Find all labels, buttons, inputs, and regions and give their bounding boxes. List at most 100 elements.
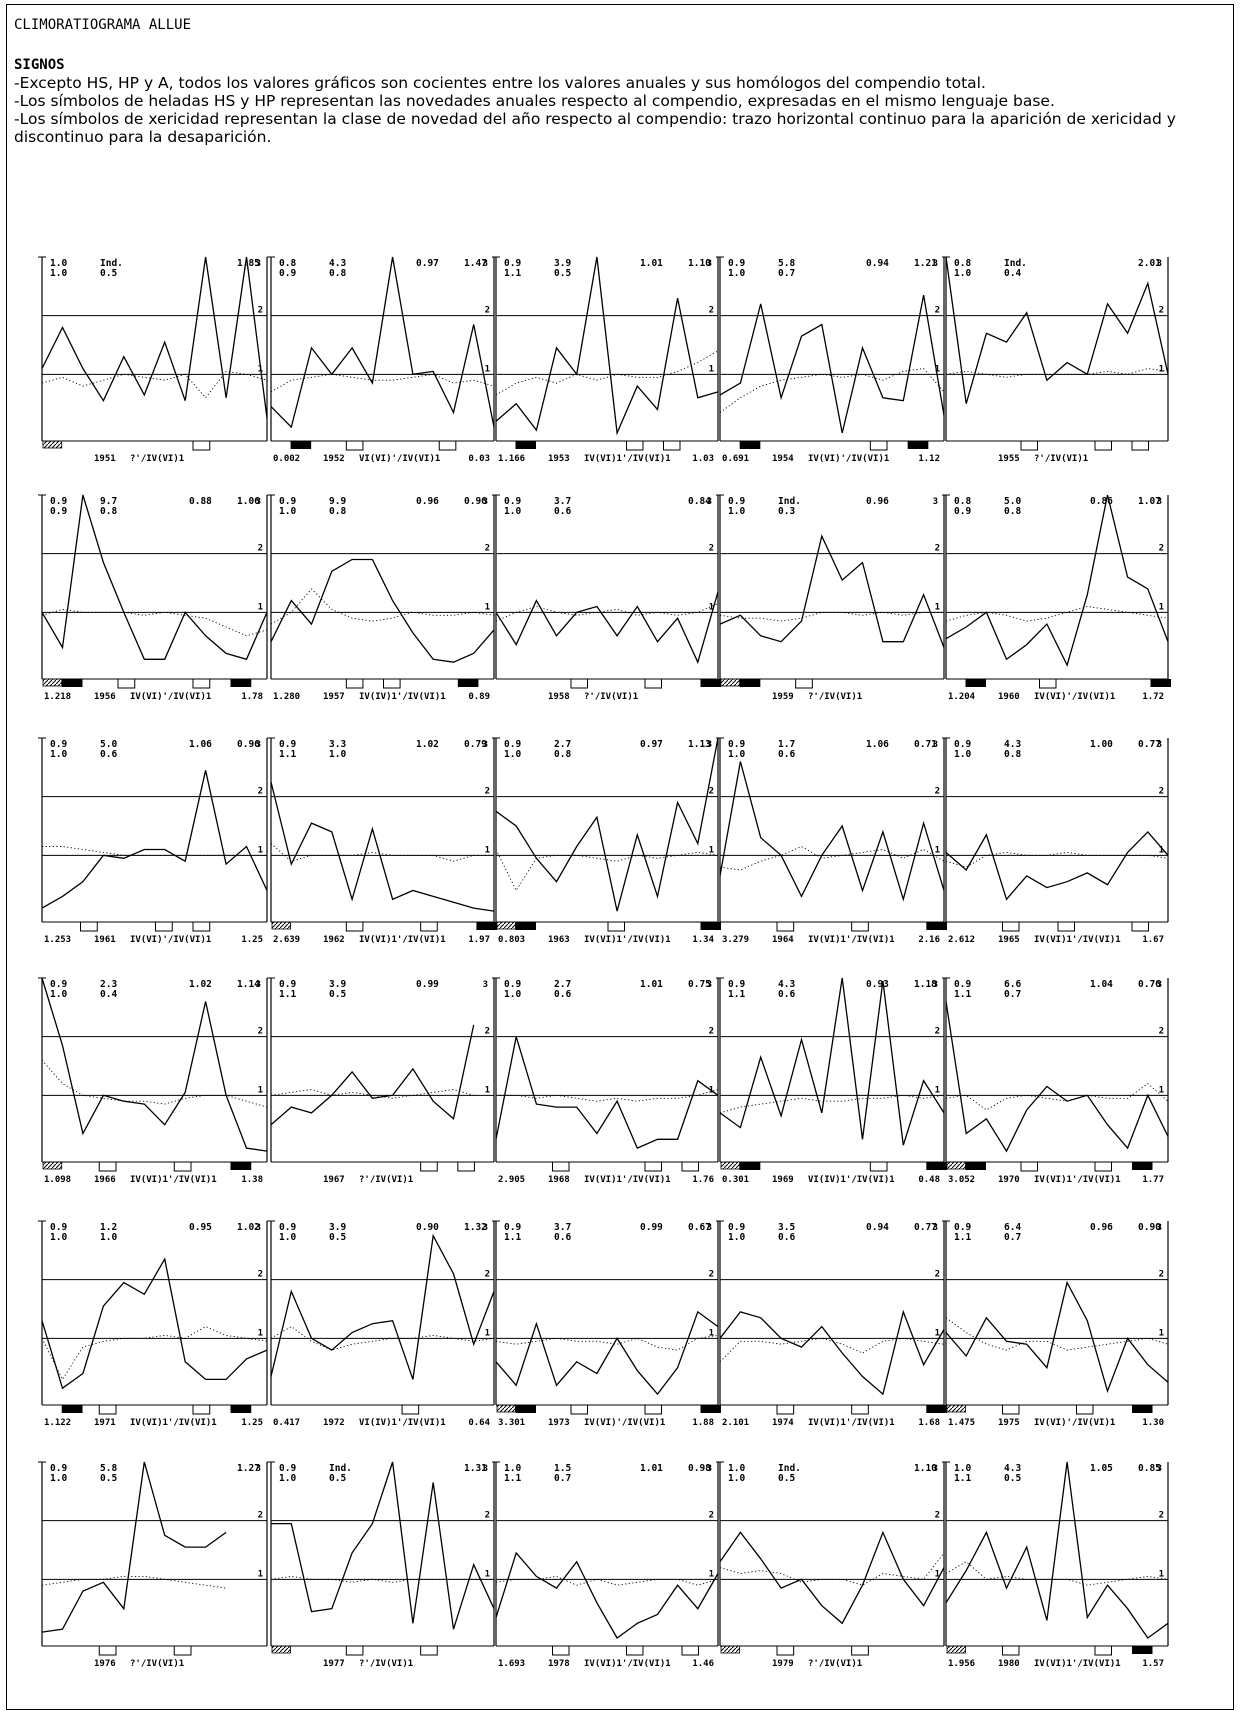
axis-label-2: 2 xyxy=(935,787,940,797)
xericity-open-symbol xyxy=(644,678,662,689)
caption-year: 1972 xyxy=(323,1418,345,1428)
header-value: 1.1 xyxy=(954,1473,971,1484)
header-value: 0.94 xyxy=(866,1222,889,1233)
xericity-open-symbol xyxy=(1020,440,1038,451)
header-value: 0.90 xyxy=(1138,1222,1161,1233)
frost-solid-symbol xyxy=(965,679,986,687)
xericity-open-symbol xyxy=(155,921,173,932)
caption-year: 1965 xyxy=(998,935,1020,945)
caption-left-value: 1.204 xyxy=(948,692,976,702)
header-value: 0.6 xyxy=(554,506,571,517)
axis-label-1: 1 xyxy=(709,1569,714,1579)
caption-code: IV(VI)1'/IV(VI)1 xyxy=(584,1659,671,1669)
reference-series-line xyxy=(719,368,945,413)
header-value: 0.6 xyxy=(778,749,795,760)
xericity-open-symbol xyxy=(681,1161,699,1172)
header-value: 1.0 xyxy=(504,1463,521,1474)
caption-left-value: 1.122 xyxy=(44,1418,71,1428)
header-value: 0.8 xyxy=(1004,506,1021,517)
reference-series-line xyxy=(270,843,494,862)
header-value: 0.88 xyxy=(189,496,212,507)
ratio-series-line xyxy=(945,494,1169,667)
caption-left-value: 3.052 xyxy=(948,1175,975,1185)
header-value: 6.4 xyxy=(1004,1222,1021,1233)
caption-code: IV(VI)1'/IV(VI)1 xyxy=(1034,935,1121,945)
xericity-open-symbol xyxy=(420,1645,438,1656)
axis-label-2: 2 xyxy=(258,306,263,316)
frost-solid-symbol xyxy=(290,441,312,449)
panel-1958: 1 2 3 0.91.0 3.70.6 0.84 1958 ?'/IV(VI)1 xyxy=(492,494,721,702)
caption-right-value: 0.03 xyxy=(468,454,490,464)
caption-code: ?'/IV(VI)1 xyxy=(1034,454,1088,464)
header-value: 0.99 xyxy=(640,1222,663,1233)
ratio-series-line xyxy=(495,1036,719,1149)
header-value: 0.5 xyxy=(100,1473,117,1484)
ratio-series-line xyxy=(945,1280,1169,1394)
caption-code: ?'/IV(VI)1 xyxy=(130,1659,184,1669)
caption-year: 1968 xyxy=(548,1175,570,1185)
axis-label-1: 1 xyxy=(485,845,490,855)
axis-label-2: 2 xyxy=(485,1027,490,1037)
xericity-open-symbol xyxy=(776,1645,795,1656)
reference-series-line xyxy=(41,608,268,637)
header-value: 1.1 xyxy=(728,989,745,1000)
xericity-open-symbol xyxy=(851,1404,869,1415)
header-value: 0.8 xyxy=(329,506,346,517)
xericity-open-symbol xyxy=(644,1404,662,1415)
ratio-series-line xyxy=(719,1530,945,1625)
frost-solid-symbol xyxy=(515,1405,536,1413)
header-value: 0.76 xyxy=(1138,979,1161,990)
caption-code: IV(VI)'/IV(VI)1 xyxy=(1034,692,1115,702)
header-value: 0.9 xyxy=(279,268,296,279)
caption-year: 1957 xyxy=(323,692,345,702)
xericity-open-symbol xyxy=(438,440,457,451)
panel-1969: 1 2 3 0.91.1 4.30.6 0.93 1.18 0.301 1969 VI(IV)1'… xyxy=(716,977,947,1185)
ratio-series-line xyxy=(719,534,945,648)
caption-code: IV(VI)'/IV(VI)1 xyxy=(808,454,889,464)
header-value: 0.8 xyxy=(954,496,971,507)
header-value: 1.10 xyxy=(914,1463,937,1474)
frost-solid-symbol xyxy=(739,679,761,687)
axis-label-3: 3 xyxy=(483,980,488,990)
caption-year: 1960 xyxy=(998,692,1020,702)
caption-left-value: 3.279 xyxy=(722,935,749,945)
header-value: 0.9 xyxy=(50,496,67,507)
header-value: 1.02 xyxy=(189,979,212,990)
header-value: 1.1 xyxy=(504,1232,521,1243)
caption-left-value: 0.002 xyxy=(273,454,300,464)
panel-1976: 1 2 3 0.91.0 5.80.5 1.27 1976 ?'/IV(VI)1 xyxy=(38,1461,268,1669)
ratio-series-line xyxy=(41,977,268,1152)
ratio-series-line xyxy=(495,1310,719,1396)
header-value: 1.13 xyxy=(688,739,711,750)
ratio-series-line xyxy=(719,761,945,902)
axis-label-1: 1 xyxy=(258,1569,263,1579)
xericity-open-symbol xyxy=(401,1404,420,1415)
header-value: 3.7 xyxy=(554,496,571,507)
caption-right-value: 0.64 xyxy=(468,1418,490,1428)
axis-label-2: 2 xyxy=(709,306,714,316)
caption-code: ?'/IV(VI)1 xyxy=(808,692,862,702)
header-value: 0.90 xyxy=(416,1222,439,1233)
header-value: 1.0 xyxy=(50,1232,67,1243)
header-value: 0.9 xyxy=(279,496,296,507)
caption-right-value: 1.67 xyxy=(1142,935,1164,945)
ratio-series-line xyxy=(41,256,268,419)
header-value: 0.9 xyxy=(279,1463,296,1474)
frost-solid-symbol xyxy=(965,1162,986,1170)
header-value: 1.10 xyxy=(688,258,711,269)
ratio-series-line xyxy=(719,1309,945,1396)
header-value: Ind. xyxy=(778,496,801,507)
header-value: 0.71 xyxy=(914,739,937,750)
axis-label-1: 1 xyxy=(1159,845,1164,855)
frost-hatched-symbol xyxy=(720,678,741,687)
header-value: 0.67 xyxy=(688,1222,711,1233)
reference-series-line xyxy=(495,849,719,892)
frost-solid-symbol xyxy=(700,922,721,930)
caption-left-value: 1.253 xyxy=(44,935,71,945)
header-value: 1.0 xyxy=(279,1473,296,1484)
header-value: 0.5 xyxy=(329,1473,346,1484)
header-value: 0.6 xyxy=(778,1232,795,1243)
axis-label-2: 2 xyxy=(709,1270,714,1280)
xericity-open-symbol xyxy=(1094,440,1112,451)
header-value: 0.4 xyxy=(1004,268,1021,279)
